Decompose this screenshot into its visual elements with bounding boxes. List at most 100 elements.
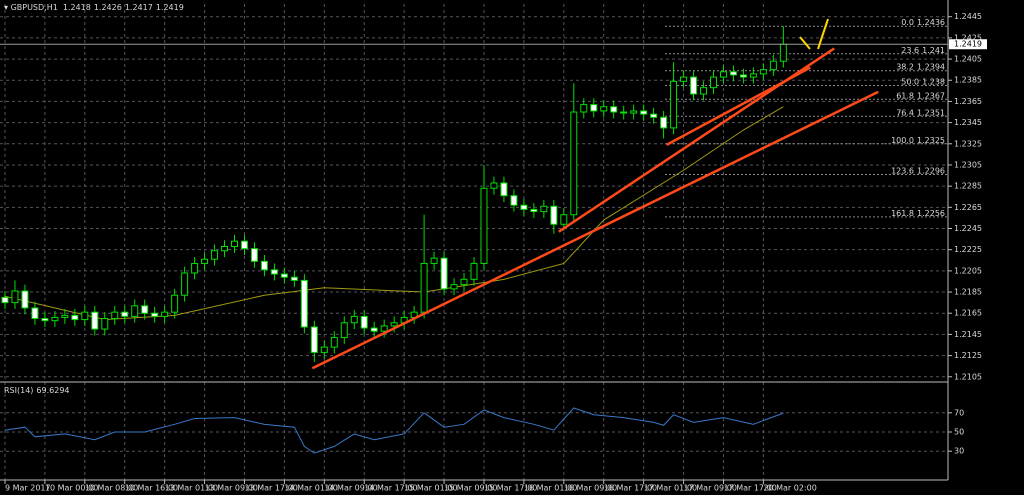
candle-body xyxy=(171,294,179,313)
fibo-ratio: 23.6 xyxy=(901,45,919,54)
candle-body xyxy=(560,214,568,225)
y-tick-label: 1.2125 xyxy=(954,351,982,360)
fibo-ratio: 161.8 xyxy=(891,208,914,217)
candle-body xyxy=(380,325,388,332)
candle-body xyxy=(530,208,538,213)
candle-body xyxy=(81,311,89,321)
candle-body xyxy=(550,205,558,225)
symbol: GBPUSD,H1 xyxy=(11,3,58,12)
fibo-label: 0.0 1.2436 xyxy=(901,18,945,27)
y-tick-label: 1.2185 xyxy=(954,288,982,297)
candle-body xyxy=(600,106,608,112)
y-tick-label: 70 xyxy=(954,408,964,417)
y-tick-label: 1.2365 xyxy=(954,97,982,106)
candle-body xyxy=(630,110,638,114)
current-price-box xyxy=(949,39,987,50)
candle-body xyxy=(240,240,248,250)
ohlc-close: 1.2419 xyxy=(156,3,184,12)
indicator-title: RSI(14) 69.6294 xyxy=(4,386,70,395)
candle-body xyxy=(101,318,109,330)
candle-body xyxy=(151,312,159,317)
candle-body xyxy=(610,106,618,113)
candle-body xyxy=(640,110,648,115)
x-tick-label: 10 Mar 00:00 xyxy=(45,484,98,493)
x-tick-label: 9 Mar 2017 xyxy=(5,484,51,493)
x-tick-label: 16 Mar 17:00 xyxy=(604,484,657,493)
y-tick-label: 1.2105 xyxy=(954,372,982,381)
annotation-stroke xyxy=(799,36,811,50)
x-tick-label: 10 Mar 16:00 xyxy=(125,484,178,493)
candle-body xyxy=(51,316,59,322)
candle-body xyxy=(500,182,508,197)
candle-body xyxy=(1,296,9,304)
candle-body xyxy=(430,257,438,264)
x-tick-label: 17 Mar 09:00 xyxy=(684,484,737,493)
candle-body xyxy=(191,262,199,274)
trendline xyxy=(666,66,811,146)
candle-body xyxy=(350,315,358,324)
candle-body xyxy=(480,187,488,264)
x-tick-label: 15 Mar 01:00 xyxy=(404,484,457,493)
trendline xyxy=(311,90,879,370)
fibo-price: 1.2367 xyxy=(917,91,945,100)
candle-body xyxy=(270,269,278,275)
fibo-label: 38.2 1.2394 xyxy=(896,62,945,71)
header-arrow: ▾ xyxy=(4,3,11,12)
x-tick-label: 14 Mar 09:00 xyxy=(324,484,377,493)
x-tick-label: 14 Mar 17:00 xyxy=(364,484,417,493)
candle-body xyxy=(250,248,258,262)
candle-body xyxy=(61,314,69,318)
fibo-label: 76.4 1.2351 xyxy=(896,108,945,117)
fibo-label: 50.0 1.238 xyxy=(901,77,945,86)
fibo-ratio: 50.0 xyxy=(901,77,919,86)
candle-body xyxy=(41,318,49,322)
ohlc-open: 1.2418 xyxy=(63,3,91,12)
candle-body xyxy=(749,73,757,78)
fibo-price: 1.241 xyxy=(922,45,945,54)
candle-body xyxy=(670,80,678,129)
fibo-price: 1.2325 xyxy=(917,135,945,144)
x-tick-label: 15 Mar 17:00 xyxy=(484,484,537,493)
candle-body xyxy=(779,43,787,62)
candle-body xyxy=(121,311,129,317)
candle-body xyxy=(201,258,209,264)
indicator-value: 69.6294 xyxy=(36,386,69,395)
fibo-price: 1.238 xyxy=(922,77,945,86)
candle-body xyxy=(260,260,268,271)
candle-body xyxy=(31,307,39,320)
candle-body xyxy=(161,311,169,317)
x-tick-label: 15 Mar 09:00 xyxy=(444,484,497,493)
candle-body xyxy=(440,257,448,290)
ohlc-low: 1.2417 xyxy=(125,3,153,12)
x-tick-label: 16 Mar 09:00 xyxy=(564,484,617,493)
fibo-ratio: 38.2 xyxy=(896,62,914,71)
x-tick-label: 17 Mar 01:00 xyxy=(644,484,697,493)
y-tick-label: 1.2325 xyxy=(954,139,982,148)
x-tick-label: 16 Mar 01:00 xyxy=(524,484,577,493)
candle-body xyxy=(131,305,139,317)
fibo-label: 61.8 1.2367 xyxy=(896,91,945,100)
candle-body xyxy=(310,326,318,353)
y-tick-label: 1.2305 xyxy=(954,160,982,169)
candle-body xyxy=(719,71,727,78)
indicator-line xyxy=(4,407,784,454)
candle-body xyxy=(181,272,189,296)
candle-body xyxy=(470,262,478,280)
candle-body xyxy=(320,346,328,353)
candle-body xyxy=(221,246,229,252)
y-tick-label: 1.2285 xyxy=(954,182,982,191)
x-tick-label: 20 Mar 02:00 xyxy=(763,484,816,493)
grid-layer xyxy=(0,4,948,480)
candle-body xyxy=(231,240,238,248)
indicator-name: RSI(14) xyxy=(4,386,33,395)
candle-body xyxy=(290,276,298,281)
fibo-label: 161.8 1.2256 xyxy=(891,208,945,217)
fibo-label: 123.6 1.2296 xyxy=(891,166,945,175)
candle-body xyxy=(570,111,578,216)
annotation-stroke xyxy=(817,18,829,50)
candle-body xyxy=(340,322,348,339)
candle-body xyxy=(450,284,458,290)
fibo-ratio: 123.6 xyxy=(891,166,914,175)
y-tick-label: 1.2145 xyxy=(954,330,982,339)
